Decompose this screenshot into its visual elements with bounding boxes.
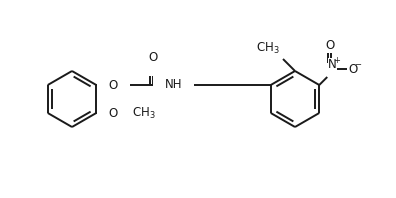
Text: O: O	[326, 39, 335, 52]
Text: CH$_3$: CH$_3$	[132, 106, 156, 121]
Text: NH: NH	[164, 77, 182, 90]
Text: N: N	[328, 58, 337, 71]
Text: O: O	[109, 78, 118, 91]
Text: CH$_3$: CH$_3$	[256, 41, 280, 56]
Text: +: +	[333, 56, 340, 65]
Text: O: O	[148, 51, 158, 64]
Text: O: O	[348, 63, 358, 75]
Text: O: O	[109, 107, 118, 120]
Text: −: −	[354, 61, 361, 69]
